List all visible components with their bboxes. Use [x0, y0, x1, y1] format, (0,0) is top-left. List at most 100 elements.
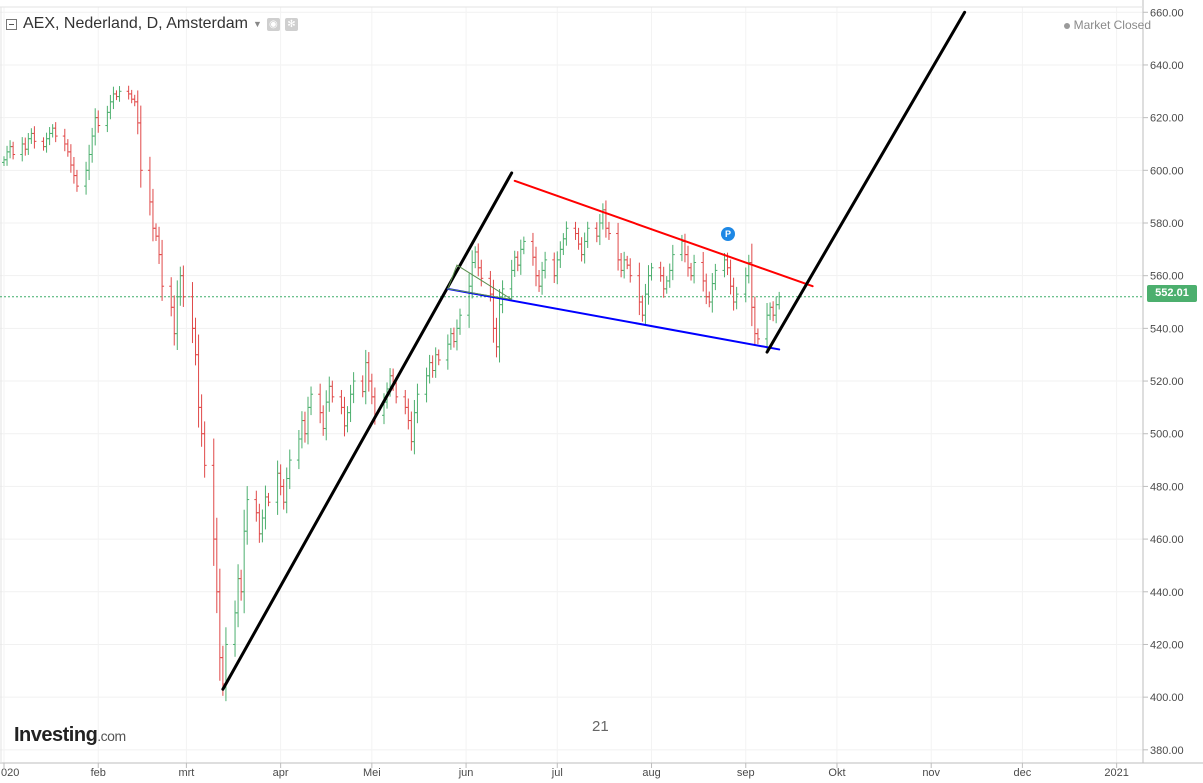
status-dot-icon	[1063, 22, 1070, 29]
ohlc-bar	[8, 140, 13, 159]
ohlc-bar	[448, 327, 453, 350]
ohlc-bar	[242, 509, 247, 614]
legend-title[interactable]: AEX, Nederland, D, Amsterdam	[23, 15, 248, 32]
ohlc-bar	[543, 251, 548, 279]
ohlc-bar	[211, 438, 216, 566]
ohlc-bar	[114, 90, 119, 101]
ohlc-bar	[682, 233, 687, 263]
ohlc-bar	[135, 90, 140, 135]
time-tick-label: feb	[91, 767, 106, 779]
ohlc-bar	[105, 105, 110, 133]
ohlc-bar	[576, 227, 581, 250]
time-tick-label: jun	[458, 767, 474, 779]
time-tick-label: aug	[642, 767, 660, 779]
trendline-red	[513, 179, 814, 288]
ohlc-bar	[454, 319, 459, 351]
ohlc-bar	[436, 349, 441, 366]
trendline-black	[221, 171, 514, 691]
ohlc-bar	[686, 245, 690, 277]
ohlc-bar	[342, 396, 347, 437]
price-marker-icon[interactable]: P	[721, 227, 735, 241]
ohlc-bar	[582, 232, 587, 264]
time-tick-label: 2021	[1104, 767, 1128, 779]
ohlc-bar	[23, 137, 28, 156]
ohlc-bar	[147, 156, 152, 216]
ohlc-bar	[713, 263, 718, 291]
price-tick-label: 600.00	[1150, 165, 1184, 177]
ohlc-bar	[351, 372, 356, 404]
ohlc-bar	[606, 221, 611, 240]
ohlc-bar	[771, 301, 776, 322]
ohlc-bar	[20, 137, 25, 162]
price-tick-label: 540.00	[1150, 323, 1184, 335]
ohlc-bar	[96, 110, 101, 133]
ohlc-bar	[509, 259, 514, 300]
time-axis-ticks: 020 feb mrt apr Mei jun jul aug sep Okt nov dec 2021	[1, 763, 1129, 779]
ohlc-bar	[260, 509, 265, 543]
ohlc-bar	[254, 490, 259, 522]
price-tick-label: 400.00	[1150, 692, 1184, 704]
ohlc-bar	[473, 246, 478, 269]
time-tick-label: Okt	[828, 767, 845, 779]
ohlc-bar	[266, 492, 271, 507]
ohlc-bar	[603, 200, 608, 238]
ohlc-bar	[26, 133, 31, 155]
ohlc-bar	[458, 308, 462, 335]
gear-icon[interactable]: ✻	[284, 17, 298, 31]
investing-logo: Investing.com	[14, 724, 126, 747]
ohlc-bar	[616, 222, 621, 271]
ohlc-bar	[29, 128, 34, 144]
ohlc-bar	[755, 328, 760, 345]
ohlc-bar	[640, 295, 645, 322]
ohlc-bar	[774, 296, 779, 324]
ohlc-bar	[154, 223, 158, 242]
ohlc-bar	[734, 286, 739, 310]
ohlc-bar	[746, 254, 751, 284]
watermark-number: 21	[592, 718, 609, 735]
drawing-annotations[interactable]	[221, 10, 967, 691]
ohlc-bar	[275, 460, 280, 515]
ohlc-bar	[108, 94, 113, 120]
ohlc-bar	[530, 232, 535, 266]
time-tick-label: nov	[922, 767, 940, 779]
ohlc-bar	[497, 289, 502, 363]
last-price-tag: 552.01	[1147, 285, 1197, 302]
ohlc-bar	[515, 251, 520, 272]
ohlc-bar	[117, 86, 122, 102]
ohlc-bar	[330, 380, 335, 403]
ohlc-bar	[722, 253, 727, 278]
ohlc-bar	[5, 145, 10, 166]
ohlc-bar	[62, 128, 67, 152]
chevron-down-icon[interactable]: ▼	[252, 19, 262, 29]
ohlc-bar	[44, 132, 49, 153]
ohlc-bar	[433, 347, 438, 378]
ohlc-bar	[296, 429, 301, 470]
ohlc-bar	[339, 389, 344, 415]
ohlc-bar	[202, 421, 207, 478]
ohlc-bar	[707, 291, 712, 308]
legend-collapse-icon[interactable]	[6, 18, 17, 30]
triangle-pattern	[447, 264, 512, 300]
ohlc-bar	[281, 479, 286, 510]
ohlc-bar	[430, 355, 435, 378]
ohlc-bar	[233, 600, 238, 657]
ohlc-bar	[518, 239, 523, 275]
ohlc-bar	[257, 503, 262, 543]
ohlc-bar	[178, 266, 183, 306]
market-status: Market Closed	[1063, 18, 1151, 32]
chart-legend[interactable]: AEX, Nederland, D, Amsterdam ▼ ◉ ✻	[6, 15, 298, 33]
ohlc-bar	[245, 486, 250, 545]
ohlc-bar	[263, 485, 268, 530]
ohlc-bar	[637, 262, 642, 316]
ohlc-bar	[84, 161, 89, 195]
ohlc-bar	[521, 236, 526, 255]
ohlc-bar	[11, 141, 16, 160]
ohlc-bar	[597, 214, 602, 246]
ohlc-bar	[181, 265, 186, 307]
ohlc-bar	[287, 449, 292, 490]
market-status-label: Market Closed	[1073, 18, 1151, 32]
eye-icon[interactable]: ◉	[266, 17, 280, 31]
ohlc-bar	[199, 394, 204, 447]
ohlc-bar	[555, 251, 560, 285]
